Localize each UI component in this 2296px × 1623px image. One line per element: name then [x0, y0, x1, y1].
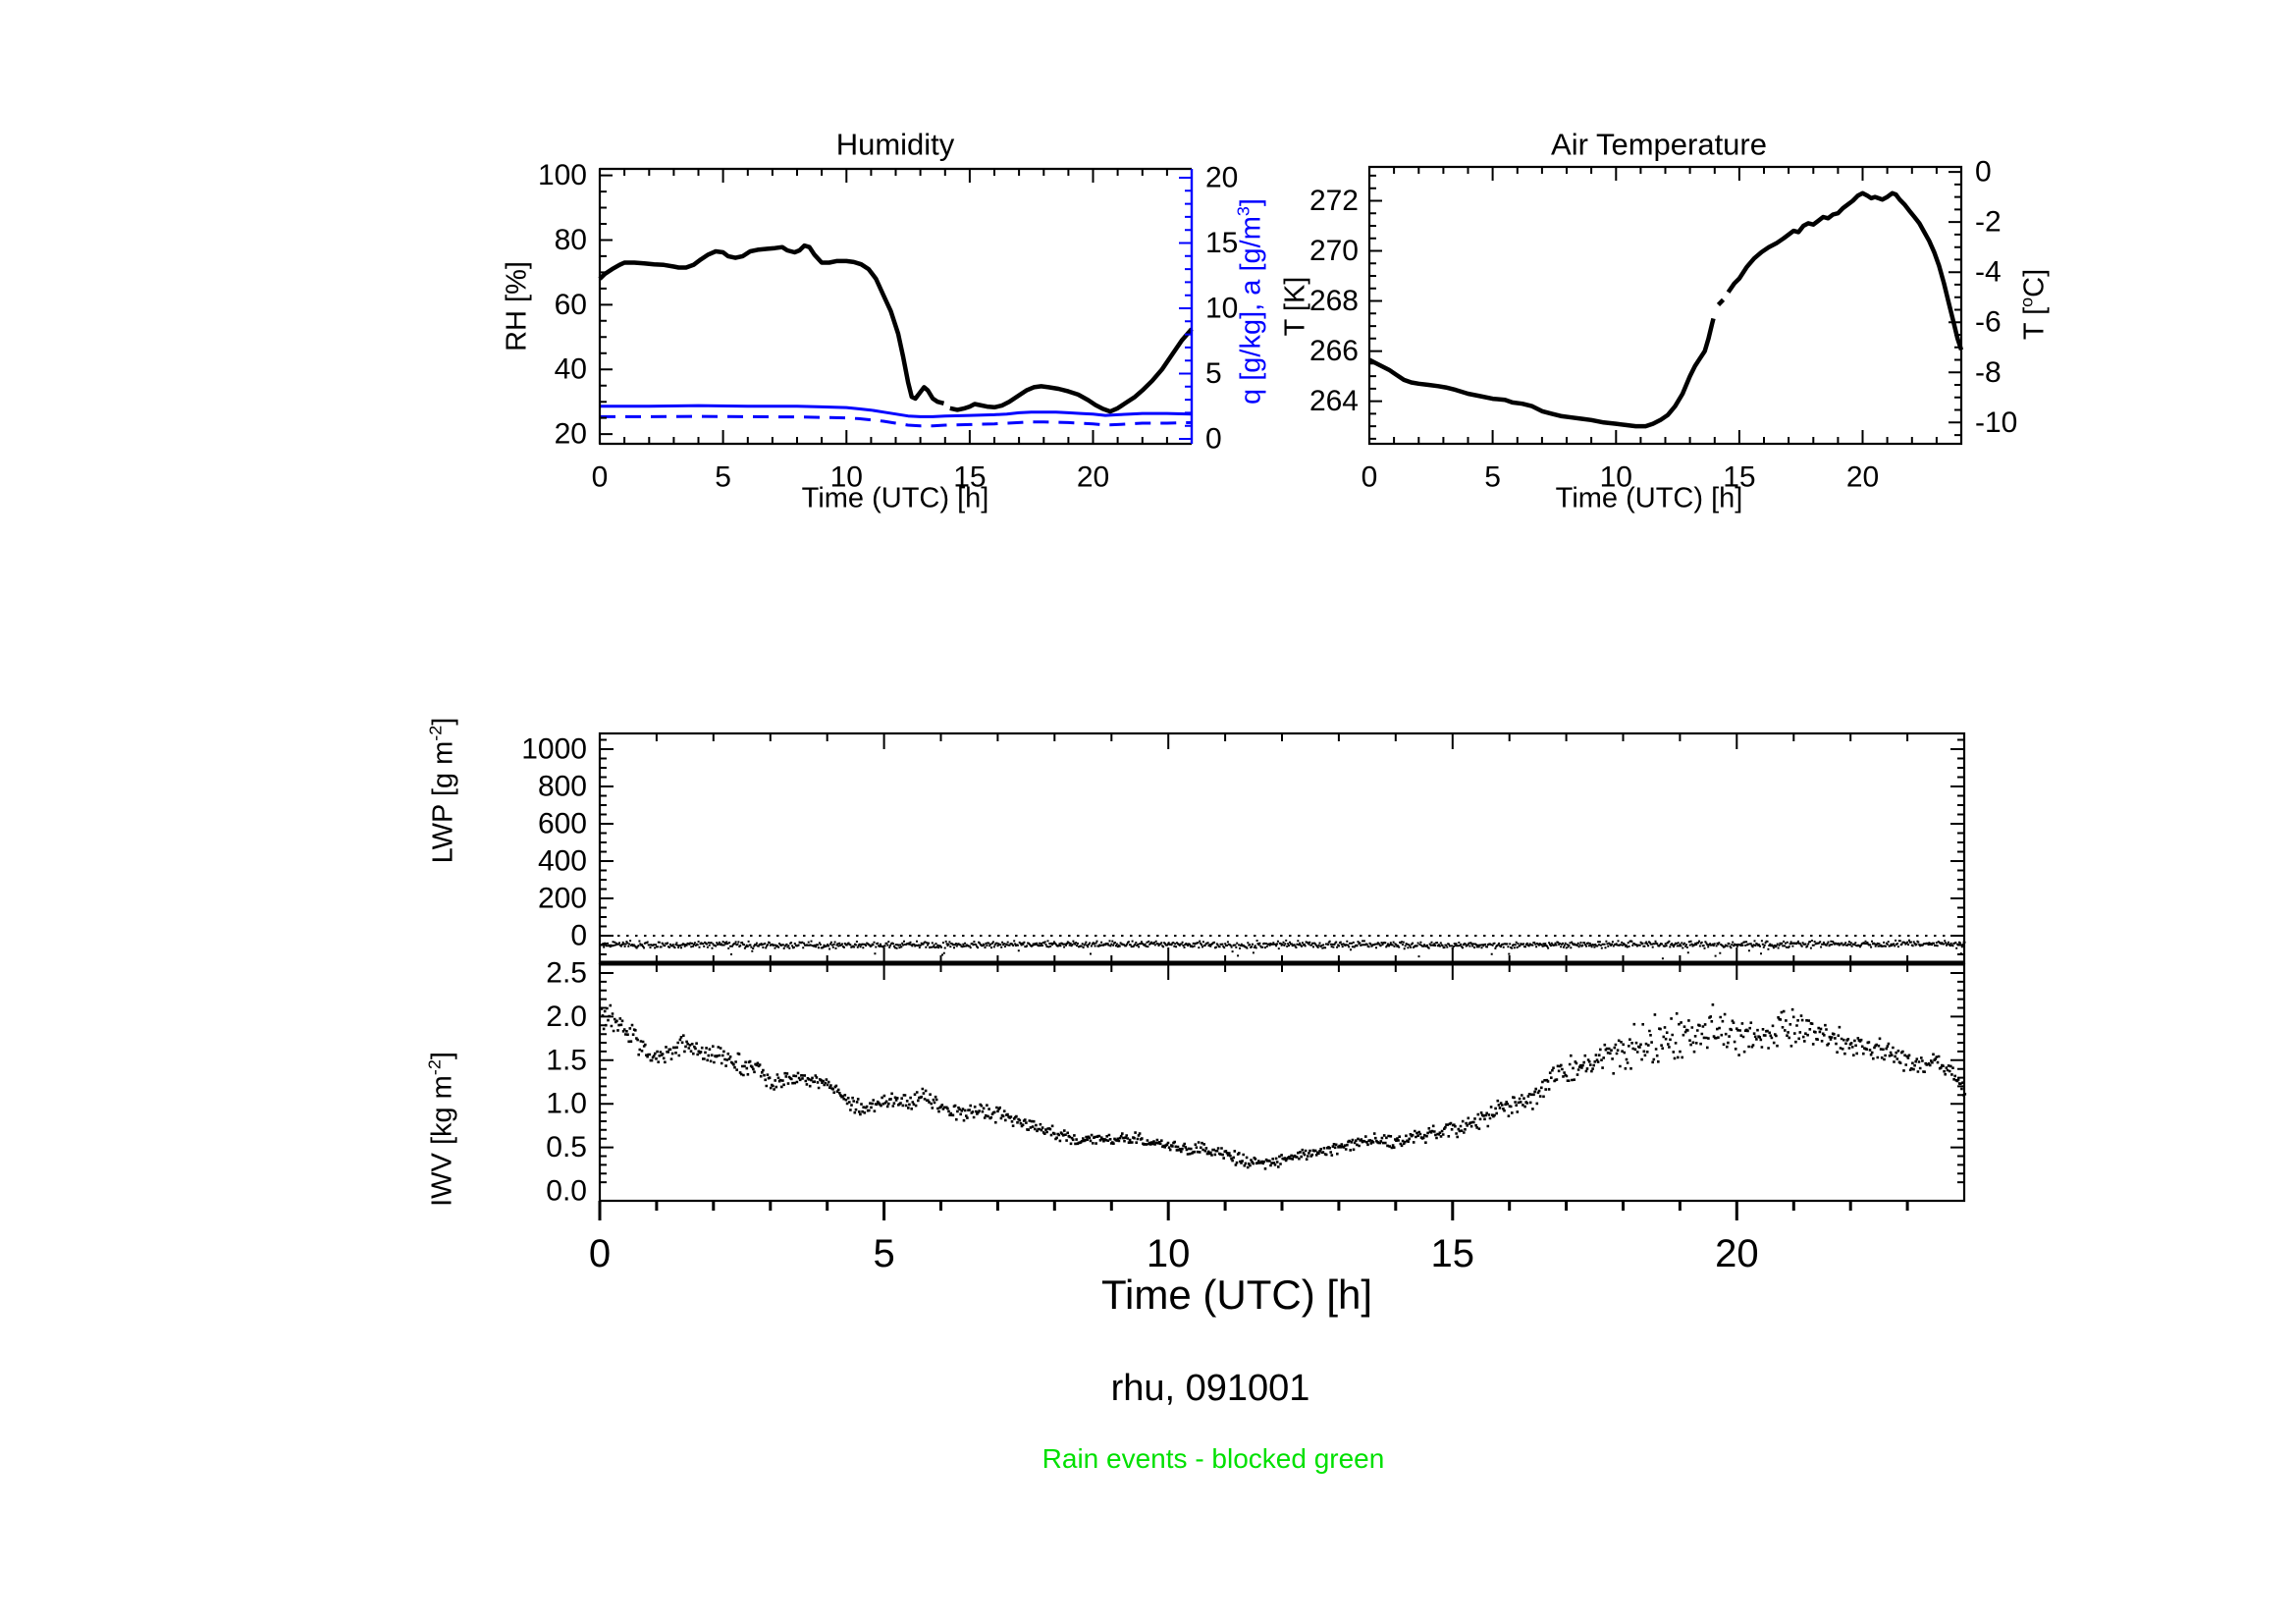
svg-text:264: 264: [1309, 385, 1359, 417]
svg-text:266: 266: [1309, 335, 1359, 367]
lwp-axis-title-sup: -2: [425, 725, 446, 741]
svg-text:1.5: 1.5: [546, 1044, 587, 1076]
air-xaxis-title: Time (UTC) [h]: [1555, 482, 1743, 514]
svg-text:2.0: 2.0: [546, 1001, 587, 1033]
svg-text:5: 5: [715, 461, 731, 494]
svg-text:15: 15: [953, 461, 986, 494]
iwv-axis-title-text: IWV [kg m: [426, 1075, 458, 1207]
svg-text:270: 270: [1309, 235, 1359, 267]
svg-text:800: 800: [538, 771, 587, 803]
svg-text:0: 0: [1205, 423, 1222, 456]
svg-text:10: 10: [830, 461, 863, 494]
svg-text:5: 5: [873, 1232, 894, 1275]
svg-text:20: 20: [1205, 162, 1238, 194]
rh-axis-title: RH [%]: [501, 261, 533, 352]
iwv-plot: 0.0 0.5 1.0 1.5 2.0 2.5 0 5 10 15 20: [546, 957, 1967, 1275]
svg-text:0.0: 0.0: [546, 1175, 587, 1208]
svg-text:-6: -6: [1975, 306, 2002, 339]
svg-text:272: 272: [1309, 185, 1359, 217]
svg-text:5: 5: [1205, 357, 1222, 390]
svg-text:-4: -4: [1975, 256, 2002, 289]
svg-text:0: 0: [1362, 461, 1378, 494]
q-axis-title-end: ]: [1235, 198, 1267, 207]
tk-axis-title: T [K]: [1279, 276, 1311, 337]
iwv-axis-title: IWV [kg m-2]: [425, 1052, 458, 1207]
q-a-axis-title: q [g/kg], a [g/m3]: [1234, 198, 1267, 405]
svg-text:0: 0: [589, 1232, 611, 1275]
svg-text:2.5: 2.5: [546, 957, 587, 990]
tc-axis-title-end: C]: [2018, 268, 2051, 298]
lwp-axis-title: LWP [g m-2]: [426, 718, 459, 864]
svg-text:60: 60: [555, 289, 587, 321]
degree-symbol: o: [2016, 297, 2037, 307]
svg-text:0: 0: [592, 461, 609, 494]
svg-text:0.5: 0.5: [546, 1131, 587, 1163]
svg-text:80: 80: [555, 224, 587, 256]
tc-axis-title: T [oC]: [2017, 268, 2051, 341]
iwv-axis-title-sup: -2: [424, 1059, 445, 1076]
q-axis-title-sup: 3: [1233, 206, 1254, 217]
svg-text:40: 40: [555, 353, 587, 386]
air-temperature-title: Air Temperature: [1551, 127, 1767, 162]
svg-text:600: 600: [538, 808, 587, 840]
svg-text:10: 10: [1147, 1232, 1191, 1275]
svg-text:1.0: 1.0: [546, 1088, 587, 1120]
humidity-xaxis-title: Time (UTC) [h]: [801, 482, 989, 514]
tc-axis-title-text: T [: [2018, 306, 2051, 341]
svg-text:100: 100: [538, 159, 587, 191]
lwp-plot: 0 200 400 600 800 1000: [521, 731, 1966, 966]
svg-text:20: 20: [1846, 461, 1879, 494]
svg-text:20: 20: [555, 418, 587, 451]
q-axis-title-text: q [g/kg], a [g/m: [1235, 216, 1267, 405]
svg-text:-10: -10: [1975, 406, 2017, 439]
svg-text:10: 10: [1600, 461, 1632, 494]
svg-text:0: 0: [570, 920, 587, 952]
svg-text:400: 400: [538, 845, 587, 878]
air-temperature-plot: 264 266 268 270 272 0 -2 -4 -6 -8 -10 0 5 10 15 20: [1309, 156, 2017, 494]
figure-caption: rhu, 091001: [1110, 1368, 1310, 1409]
bottom-xaxis-title: Time (UTC) [h]: [1100, 1271, 1373, 1318]
svg-text:200: 200: [538, 883, 587, 915]
svg-text:15: 15: [1723, 461, 1755, 494]
lwp-axis-title-text: LWP [g m: [427, 740, 459, 864]
svg-text:1000: 1000: [521, 733, 587, 766]
rain-events-note: Rain events - blocked green: [1041, 1443, 1385, 1474]
svg-text:0: 0: [1975, 156, 1992, 189]
svg-text:5: 5: [1484, 461, 1501, 494]
svg-text:10: 10: [1205, 293, 1238, 325]
humidity-title: Humidity: [835, 127, 955, 162]
svg-text:20: 20: [1715, 1232, 1759, 1275]
svg-text:-8: -8: [1975, 356, 2002, 389]
svg-text:15: 15: [1205, 227, 1238, 259]
svg-text:-2: -2: [1975, 206, 2002, 239]
svg-text:268: 268: [1309, 285, 1359, 317]
svg-text:20: 20: [1077, 461, 1109, 494]
svg-text:15: 15: [1431, 1232, 1475, 1275]
